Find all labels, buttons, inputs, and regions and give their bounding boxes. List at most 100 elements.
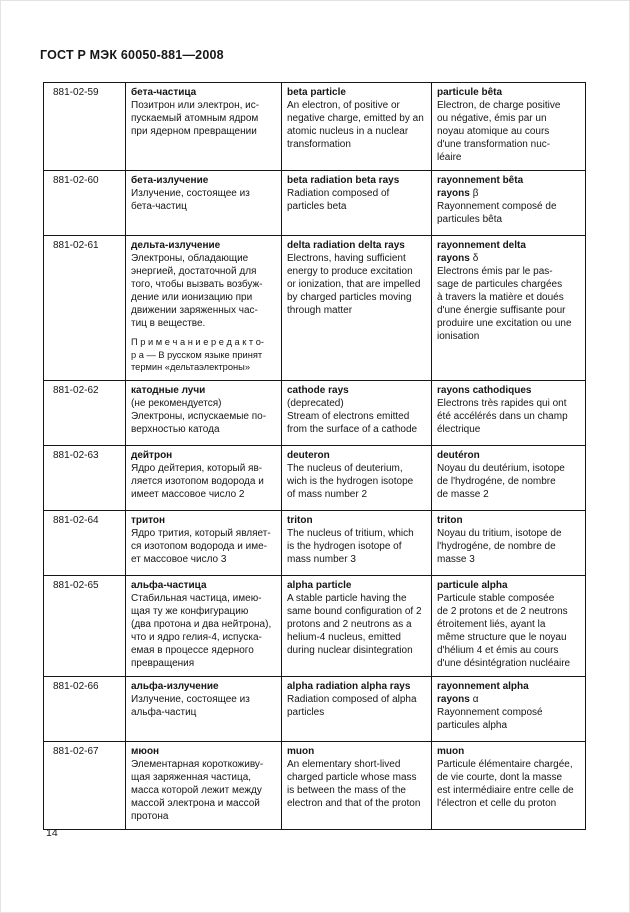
term-body-en: Radiation composed of particles beta <box>287 188 390 212</box>
term-cell-ru: тритон Ядро трития, который являет- ся и… <box>125 510 281 575</box>
term-cell-ru: альфа-частица Стабильная частица, имею- … <box>125 575 281 676</box>
term-cell-fr: particule bêta Electron, de charge posit… <box>431 83 585 170</box>
term-fr: rayonnement alpha <box>437 680 529 692</box>
term-cell-fr: rayonnement delta rayons δ Electrons émis… <box>431 236 585 380</box>
term-cell-ru: мюон Элементарная короткоживу- щая заряж… <box>125 741 281 829</box>
term-cell-en: deuteron The nucleus of deuterium, wich … <box>281 445 431 510</box>
term-en: alpha radiation alpha rays <box>287 680 411 692</box>
term-en: triton <box>287 514 313 526</box>
term-ru: бета-излучение <box>131 175 209 186</box>
term-body-ru: Ядро дейтерия, который яв- ляется изотоп… <box>131 462 264 500</box>
term-cell-fr: rayonnement bêta rayons β Rayonnement com… <box>431 171 585 235</box>
term-fr: rayonnement delta <box>437 240 526 251</box>
table-row: 881-02-61 дельта-излучение Электроны, об… <box>44 235 585 380</box>
term-ru: тритон <box>131 514 166 526</box>
table-row: 881-02-65 альфа-частица Стабильная части… <box>44 574 585 676</box>
term-id: 881-02-60 <box>53 175 99 186</box>
term-body-ru: Излучение, состоящее из бета-частиц <box>131 188 250 212</box>
term-fr: deutéron <box>437 449 480 461</box>
term-id: 881-02-59 <box>53 87 99 98</box>
term-cell-en: triton The nucleus of tritium, which is … <box>281 510 431 575</box>
term-body-en: The nucleus of tritium, which is the hyd… <box>287 527 414 565</box>
term-fr: particule alpha <box>437 579 508 591</box>
term-body-fr: Rayonnement composé particules alpha <box>437 706 543 731</box>
term-en: delta radiation delta rays <box>287 240 405 251</box>
term-body-en: A stable particle having the same bound … <box>287 592 422 656</box>
term-en: alpha particle <box>287 579 352 591</box>
table-row: 881-02-64 тритон Ядро трития, который яв… <box>44 509 585 575</box>
term-body-ru: Стабильная частица, имею- щая ту же конф… <box>131 592 272 669</box>
term-id: 881-02-62 <box>53 384 99 396</box>
term-ru: мюон <box>131 745 160 757</box>
term-body-ru: Ядро трития, который являет- ся изотопом… <box>131 527 271 565</box>
term-en: cathode rays <box>287 384 349 396</box>
term-cell-en: muon An elementary short-lived charged p… <box>281 741 431 829</box>
term-body-fr: Noyau du deutérium, isotope de l'hydrogé… <box>437 462 565 500</box>
term-cell-en: beta particle An electron, of positive o… <box>281 83 431 170</box>
term-cell-ru: дейтрон Ядро дейтерия, который яв- ляетс… <box>125 445 281 510</box>
term-note-ru: (не рекомендуется) <box>131 397 222 409</box>
term-cell-fr: muon Particule élémentaire chargée, de v… <box>431 741 585 829</box>
term-fr: rayonnement bêta <box>437 175 524 186</box>
term-body-en: Radiation composed of alpha particles <box>287 693 417 718</box>
term-id: 881-02-61 <box>53 240 99 251</box>
sub-term-fr: rayons δ <box>437 252 580 265</box>
page-number: 14 <box>46 827 58 839</box>
table-row: 881-02-59 бета-частица Позитрон или элек… <box>44 83 585 170</box>
term-body-en: An elementary short-lived charged partic… <box>287 758 421 809</box>
term-ru: альфа-частица <box>131 579 207 591</box>
term-en: deuteron <box>287 449 330 461</box>
term-fr: particule bêta <box>437 87 503 98</box>
term-body-fr: Electrons émis par le pas- sage de parti… <box>437 266 572 342</box>
term-cell-ru: дельта-излучение Электроны, обладающие э… <box>125 236 281 380</box>
table-row: 881-02-60 бета-излучение Излучение, сост… <box>44 170 585 235</box>
term-body-fr: Electrons très rapides qui ont été accél… <box>437 397 568 435</box>
term-id: 881-02-63 <box>53 449 99 461</box>
term-ru: дейтрон <box>131 449 173 461</box>
table-row: 881-02-62 катодные лучи (не рекомендуетс… <box>44 379 585 445</box>
term-cell-fr: particule alpha Particule stable composé… <box>431 575 585 676</box>
term-ru: катодные лучи <box>131 384 206 396</box>
sub-term-label: rayons <box>437 188 470 199</box>
term-body-fr: Rayonnement composé de particules bêta <box>437 201 557 225</box>
document-title: ГОСТ Р МЭК 60050-881—2008 <box>40 48 224 62</box>
term-ru: альфа-излучение <box>131 680 219 692</box>
term-id: 881-02-65 <box>53 579 99 591</box>
term-ru: дельта-излучение <box>131 240 221 251</box>
table-row: 881-02-67 мюон Элементарная короткоживу-… <box>44 740 585 829</box>
term-en: muon <box>287 745 315 757</box>
term-cell-ru: альфа-излучение Излучение, состоящее из … <box>125 676 281 741</box>
term-en: beta radiation beta rays <box>287 175 400 186</box>
term-en: beta particle <box>287 87 346 98</box>
table-row: 881-02-63 дейтрон Ядро дейтерия, который… <box>44 444 585 510</box>
greek-letter-symbol: δ <box>472 253 479 264</box>
term-id: 881-02-67 <box>53 745 99 757</box>
term-cell-fr: rayons cathodiques Electrons très rapide… <box>431 380 585 445</box>
term-body-en: Stream of electrons emitted from the sur… <box>287 410 418 435</box>
sub-term-fr: rayons α <box>437 693 580 706</box>
term-body-en: An electron, of positive or negative cha… <box>287 100 424 150</box>
term-id: 881-02-64 <box>53 514 99 526</box>
term-fr: triton <box>437 514 463 526</box>
term-cell-ru: бета-излучение Излучение, состоящее из б… <box>125 171 281 235</box>
term-body-fr: Noyau du tritium, isotope de l'hydrogéne… <box>437 527 562 565</box>
term-body-ru: Элементарная короткоживу- щая заряженная… <box>131 758 264 822</box>
term-body-en: Electrons, having sufficient energy to p… <box>287 253 421 316</box>
term-fr: rayons cathodiques <box>437 384 532 396</box>
term-id: 881-02-66 <box>53 680 99 692</box>
term-cell-en: alpha radiation alpha rays Radiation com… <box>281 676 431 741</box>
sub-term-fr: rayons β <box>437 187 580 200</box>
term-note-en: (deprecated) <box>287 397 344 409</box>
greek-letter-symbol: α <box>472 693 479 705</box>
term-cell-fr: rayonnement alpha rayons α Rayonnement co… <box>431 676 585 741</box>
table-row: 881-02-66 альфа-излучение Излучение, сос… <box>44 675 585 741</box>
term-cell-en: alpha particle A stable particle having … <box>281 575 431 676</box>
term-cell-ru: бета-частица Позитрон или электрон, ис- … <box>125 83 281 170</box>
term-cell-en: beta radiation beta rays Radiation compo… <box>281 171 431 235</box>
sub-term-label: rayons <box>437 693 470 705</box>
term-body-fr: Electron, de charge positive ou négative… <box>437 100 561 163</box>
term-cell-en: cathode rays (deprecated) Stream of elec… <box>281 380 431 445</box>
greek-letter-symbol: β <box>472 188 479 199</box>
term-body-ru: Позитрон или электрон, ис- пускаемый ато… <box>131 100 260 137</box>
